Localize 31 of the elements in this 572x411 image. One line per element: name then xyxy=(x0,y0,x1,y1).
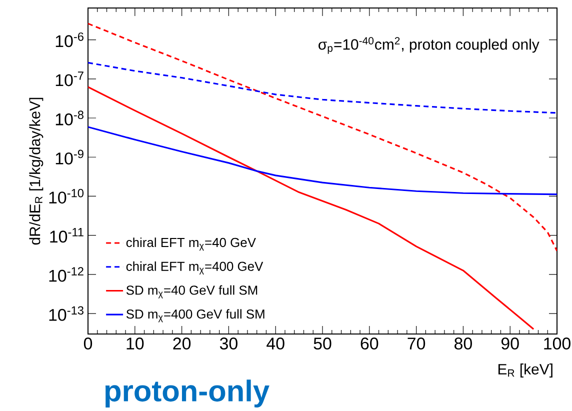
y-tick-label: 10$^{-7}$ xyxy=(56,72,84,86)
y-axis-title: dR/dE$_{R}$ [1/kg/day/keV] xyxy=(29,98,44,245)
x-tick-label: 30 xyxy=(220,338,238,350)
line-series xyxy=(88,22,558,252)
legend-label: SD m$_{χ}$=400 GeV full SM xyxy=(126,309,264,322)
y-tick-label: 10$^{-11}$ xyxy=(50,228,84,243)
x-tick-label: 60 xyxy=(360,338,378,350)
y-tick-label: 10$^{-6}$ xyxy=(56,32,84,48)
line-series xyxy=(88,86,534,330)
x-tick-label: 90 xyxy=(501,338,519,350)
annotation: σ$_{p}$=10$^{-40}$cm$^{2}$, proton coupled only xyxy=(318,37,540,54)
x-tick-label: 40 xyxy=(266,338,284,350)
line-series xyxy=(88,126,558,196)
line-series xyxy=(88,62,558,114)
x-tick-label: 70 xyxy=(408,338,426,350)
y-tick-label: 10$^{-8}$ xyxy=(56,110,84,126)
x-tick-label: 0 xyxy=(84,338,92,350)
x-tick-label: 10 xyxy=(126,338,144,350)
legend-label: SD m$_{χ}$=40 GeV full SM xyxy=(126,285,258,298)
legend-label: chiral EFT m$_{χ}$=400 GeV xyxy=(126,261,264,274)
x-tick-label: 80 xyxy=(454,338,472,350)
y-tick-label: 10$^{-10}$ xyxy=(49,188,84,204)
x-tick-label: 50 xyxy=(314,338,332,350)
x-axis-title: E$_{R}$ [keV] xyxy=(498,364,552,378)
x-tick-label: 20 xyxy=(173,338,191,350)
legend-label: chiral EFT m$_{χ}$=40 GeV xyxy=(126,238,256,251)
y-tick-label: 10$^{-9}$ xyxy=(56,150,84,164)
y-tick-label: 10$^{-13}$ xyxy=(49,306,84,321)
y-tick-label: 10$^{-12}$ xyxy=(49,267,84,282)
x-tick-label: 100 xyxy=(544,338,570,350)
text: proton-only xyxy=(105,380,270,408)
